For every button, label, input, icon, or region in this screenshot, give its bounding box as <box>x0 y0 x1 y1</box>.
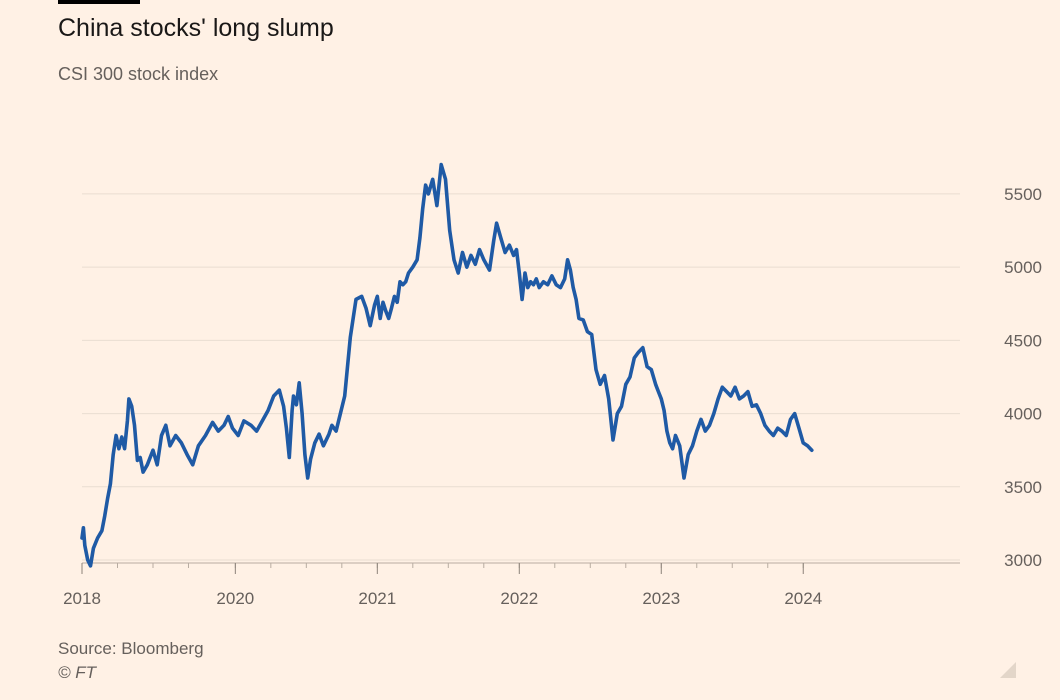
series-line-csi-300 <box>80 162 814 568</box>
x-tick-label: 2021 <box>358 589 396 608</box>
x-tick-label: 2018 <box>63 589 101 608</box>
x-tick-label: 2023 <box>642 589 680 608</box>
axis-layer <box>81 562 960 574</box>
y-tick-label: 3000 <box>1004 551 1042 570</box>
source-note: Source: Bloomberg <box>58 639 204 658</box>
chart: 3000 3500 4000 4500 5000 5500 2018 2020 2021 2022… <box>63 162 1042 608</box>
series-layer <box>80 162 814 568</box>
label-layer: 3000 3500 4000 4500 5000 5500 2018 2020 2021 2022… <box>63 185 1042 608</box>
x-tick-label: 2022 <box>500 589 538 608</box>
resize-corner-icon <box>1000 662 1016 678</box>
x-tick-label: 2024 <box>784 589 822 608</box>
y-tick-label: 4000 <box>1004 405 1042 424</box>
y-tick-label: 5500 <box>1004 185 1042 204</box>
grid-layer <box>82 193 960 561</box>
x-tick-label: 2020 <box>216 589 254 608</box>
y-tick-label: 3500 <box>1004 478 1042 497</box>
y-tick-label: 4500 <box>1004 331 1042 350</box>
chart-subtitle: CSI 300 stock index <box>58 64 219 84</box>
top-rule <box>58 0 140 4</box>
y-tick-label: 5000 <box>1004 258 1042 277</box>
chart-title: China stocks' long slump <box>58 14 334 42</box>
copyright-note: © FT <box>58 663 97 682</box>
